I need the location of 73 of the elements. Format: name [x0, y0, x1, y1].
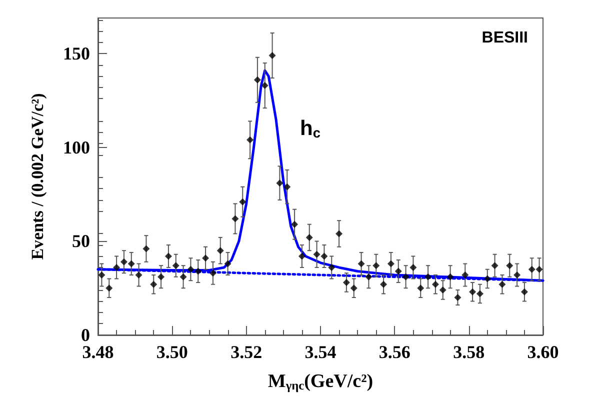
point	[202, 254, 210, 262]
point	[128, 260, 135, 268]
annotation: BESIII	[482, 30, 528, 46]
point	[135, 271, 142, 278]
point	[350, 284, 358, 292]
point	[172, 262, 180, 270]
point	[372, 262, 380, 270]
x-tick-label: 3.54	[304, 342, 336, 362]
point	[268, 52, 276, 60]
point	[320, 252, 328, 260]
point	[520, 288, 528, 296]
point	[328, 264, 336, 271]
y-tick-label: 150	[63, 44, 90, 64]
point	[432, 280, 439, 288]
x-tick-label: 3.48	[82, 342, 114, 362]
point	[261, 82, 268, 90]
point	[142, 245, 150, 252]
point	[150, 280, 158, 288]
point	[387, 260, 394, 268]
point	[536, 266, 543, 273]
point	[239, 198, 246, 206]
y-tick-label: 100	[63, 137, 90, 158]
point	[216, 247, 224, 254]
point	[365, 273, 372, 280]
point	[446, 273, 454, 280]
point	[194, 268, 202, 275]
x-tick-label: 3.50	[156, 342, 188, 362]
point	[424, 273, 432, 280]
point	[528, 266, 536, 273]
y-tick-label: 0	[81, 325, 90, 345]
point	[498, 280, 506, 288]
point	[98, 271, 106, 278]
point	[454, 294, 462, 301]
point	[180, 273, 187, 280]
point	[476, 290, 484, 298]
point	[380, 280, 388, 288]
point	[106, 284, 113, 292]
x-tick-label: 3.60	[527, 342, 559, 362]
point	[462, 271, 469, 278]
point	[491, 262, 498, 270]
point	[224, 260, 232, 268]
point	[402, 273, 410, 280]
x-tick-label: 3.58	[453, 342, 485, 362]
point	[484, 275, 491, 282]
point	[187, 266, 194, 273]
point	[336, 230, 343, 238]
point	[306, 234, 313, 241]
point	[410, 264, 417, 271]
point	[313, 250, 320, 258]
point	[158, 273, 165, 280]
point	[469, 288, 476, 296]
point	[298, 252, 306, 260]
x-tick-label: 3.52	[230, 342, 262, 362]
point	[358, 260, 365, 268]
x-tick-label: 3.56	[378, 342, 410, 362]
point	[417, 284, 424, 292]
point	[120, 258, 128, 266]
point	[284, 183, 291, 190]
point	[506, 262, 514, 270]
point	[276, 180, 284, 187]
point	[254, 76, 261, 84]
point	[246, 136, 254, 144]
point	[394, 268, 402, 275]
point	[209, 270, 216, 277]
point	[113, 264, 120, 271]
point	[164, 252, 172, 260]
y-axis-title: Events / (0.002 GeV/c²)	[28, 93, 47, 260]
point	[342, 278, 350, 286]
point	[514, 271, 521, 278]
y-tick-label: 50	[72, 231, 90, 252]
point	[232, 215, 239, 222]
point	[439, 286, 446, 294]
point	[291, 220, 298, 228]
